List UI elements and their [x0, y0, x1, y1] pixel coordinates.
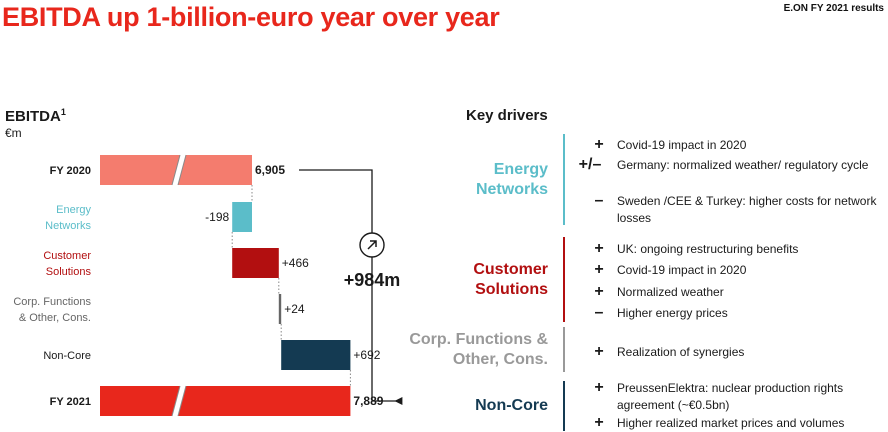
axis-break-line [171, 154, 181, 186]
driver-segment-name-line: Non-Core [475, 397, 548, 414]
driver-segment-name-line: Networks [475, 180, 548, 198]
axis-break-line [171, 385, 181, 417]
driver-segment-name-line: Energy [493, 160, 548, 178]
driver-segment-divider [563, 327, 565, 372]
driver-segment-name-line: Other, Cons. [452, 350, 548, 368]
chart-title-text: EBITDA [5, 108, 61, 125]
driver-segment-name-line: Solutions [475, 280, 548, 298]
driver-text: Germany: normalized weather/ regulatory … [617, 158, 869, 172]
category-label: FY 2021 [50, 396, 91, 408]
bracket-arrowhead [394, 397, 403, 405]
driver-text: Sweden /CEE & Turkey: higher costs for n… [617, 194, 877, 225]
bar-3 [278, 294, 282, 324]
category-label: Energy Networks [45, 204, 91, 232]
driver-segment-name: Energy Networks [476, 160, 548, 200]
driver-text: Covid-19 impact in 2020 [617, 263, 747, 277]
driver-text: UK: ongoing restructuring benefits [617, 242, 799, 256]
plus-icon: + [594, 379, 604, 396]
category-label: Customer Solutions [43, 250, 91, 278]
axis-break [172, 386, 186, 416]
chart-title: EBITDA1 [5, 107, 66, 125]
category-label: Corp. Functions & Other, Cons. [13, 296, 91, 324]
category-label: FY 2020 [50, 165, 91, 177]
value-label: +466 [282, 256, 309, 270]
driver-text: Covid-19 impact in 2020 [617, 138, 747, 152]
value-label: 7,889 [353, 394, 383, 408]
driver-segment-name-line: Corp. Functions & [409, 330, 548, 348]
axis-break-line [177, 154, 187, 186]
arrow-up-right-glyph [367, 240, 377, 250]
driver-text: PreussenElektra: nuclear production righ… [617, 381, 844, 412]
category-label: Non-Core [43, 350, 91, 362]
plus-icon: + [594, 136, 604, 153]
change-label: +984m [344, 270, 401, 290]
driver-segment-name: Corp. Functions & Other, Cons. [409, 330, 548, 370]
driver-segment-divider [563, 381, 565, 431]
driver-text: Realization of synergies [617, 345, 745, 359]
plus-icon: + [594, 414, 604, 431]
driver-text: Normalized weather [617, 285, 724, 299]
report-label: E.ON FY 2021 results [783, 3, 884, 14]
footnote-mark: 1 [60, 107, 66, 117]
value-label: +24 [284, 302, 305, 316]
driver-segment-divider [563, 237, 565, 322]
minus-icon: – [594, 304, 604, 321]
driver-segment-name: Customer Solutions [473, 260, 548, 300]
plus-icon: + [594, 240, 604, 257]
plus-icon: + [594, 343, 604, 360]
driver-segment-divider [563, 134, 565, 225]
axis-break [172, 155, 186, 185]
bar-2 [232, 248, 279, 278]
bar-1 [232, 202, 252, 232]
plus-minus-icon: +/– [578, 156, 602, 173]
key-drivers-title: Key drivers [466, 107, 548, 124]
value-label: +692 [353, 348, 380, 362]
driver-segment-name-line: Customer [473, 260, 548, 278]
change-bracket [299, 169, 401, 402]
chart-unit: €m [5, 126, 22, 140]
driver-segment-name: Non-Core [475, 396, 548, 416]
bar-5 [100, 386, 351, 416]
driver-text: Higher realized market prices and volume… [617, 416, 845, 430]
plus-icon: + [594, 283, 604, 300]
driver-text: Higher energy prices [617, 306, 728, 320]
axis-break-line [177, 385, 187, 417]
value-label: -198 [205, 210, 229, 224]
value-label: 6,905 [255, 163, 285, 177]
minus-icon: – [594, 192, 604, 209]
plus-icon: + [594, 261, 604, 278]
bar-4 [281, 340, 351, 370]
page-title: EBITDA up 1-billion-euro year over year [2, 2, 500, 32]
